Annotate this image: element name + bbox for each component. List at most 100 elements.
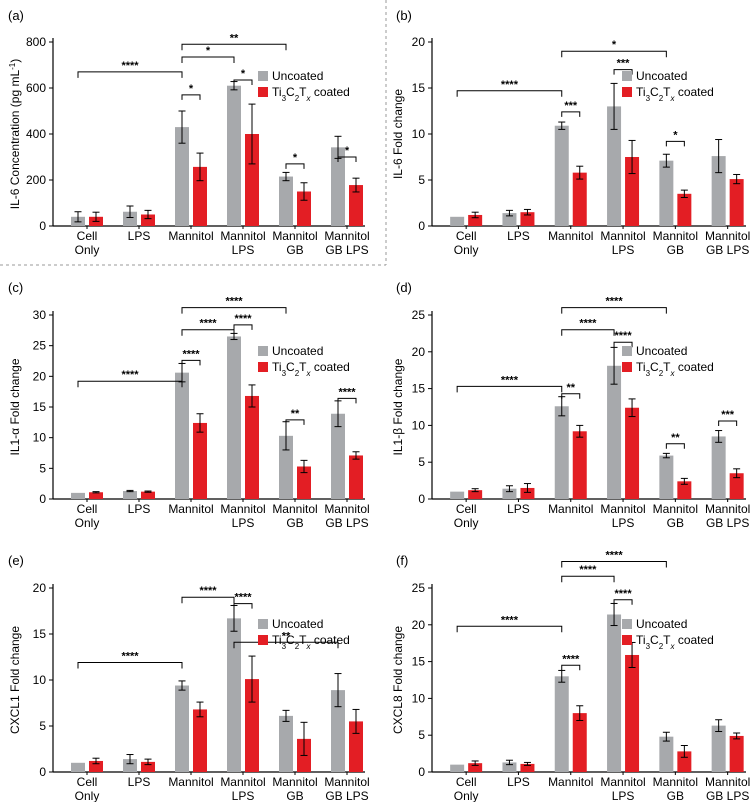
y-tick-label: 20 [412,618,426,632]
legend-label-uncoated: Uncoated [272,617,323,631]
legend-part: 3 [646,94,651,103]
bar-uncoated [123,211,137,226]
legend-part: C [286,360,295,374]
significance-label: *** [721,409,735,421]
bar-coated [193,166,207,226]
bar-coated [677,193,692,226]
significance-label: * [189,83,194,95]
legend-part: T [663,633,671,647]
legend-swatch-uncoated [258,71,268,81]
significance-bracket-pair [561,393,581,399]
legend: Uncoated Ti3C2Tx coated [622,617,714,651]
bar-coated [468,490,483,499]
category-label: Mannitol [168,229,213,243]
legend-part: 3 [282,642,287,651]
y-axis-label-main: IL1-α Fold change [8,358,22,455]
legend-label-uncoated: Uncoated [272,344,323,358]
significance-bracket [181,596,235,604]
significance-label: * [241,68,246,80]
significance-label: * [673,129,678,141]
bar-uncoated [227,85,241,226]
significance-bracket-pair [337,156,357,162]
legend-part: 3 [646,369,651,378]
significance-label: **** [605,296,623,308]
bar-uncoated [331,413,345,499]
legend-part: Ti [636,360,646,374]
category-label-line2: LPS [232,243,255,257]
bar-coated [89,760,103,772]
significance-label: **** [614,588,632,600]
bar-uncoated [450,216,465,226]
category-label: Cell [456,502,477,516]
legend-swatch-coated [622,87,632,97]
legend-label-uncoated: Uncoated [636,617,687,631]
bar-coated [520,763,535,772]
category-label-line2: Only [454,789,479,802]
legend-swatch-uncoated [622,71,632,81]
category-label: Mannitol [324,229,369,243]
legend-label-uncoated: Uncoated [636,69,687,83]
legend: Uncoated Ti3C2Tx coated [622,344,714,378]
y-axis-label: IL-6 Fold change [391,89,405,179]
y-axis-label-main: IL-6 Fold change [391,89,405,179]
category-label: Mannitol [653,502,698,516]
category-label: Mannitol [600,502,645,516]
significance-bracket-pair [561,664,581,671]
bar-coated [468,214,483,226]
significance-label: **** [338,386,356,398]
significance-bracket [456,90,563,97]
legend-part: C [650,85,659,99]
bar-coated [141,761,155,772]
y-tick-label: 10 [412,691,426,705]
significance-bracket [561,50,667,58]
category-label: LPS [507,502,530,516]
y-tick-label: 15 [412,382,426,396]
y-tick-label: 5 [39,719,46,733]
bar-coated [520,487,535,499]
significance-bracket [561,561,667,568]
bar-uncoated [227,618,241,772]
category-label: Mannitol [653,775,698,789]
y-tick-label: 30 [33,308,47,322]
category-label: Cell [456,229,477,243]
significance-label: * [293,152,298,164]
category-label-line2: GB LPS [325,243,368,257]
category-label-line2: LPS [232,516,255,530]
significance-label: **** [579,318,597,330]
category-label-line2: GB LPS [706,243,749,257]
significance-label: **** [199,585,217,597]
significance-label: *** [617,58,631,70]
legend: Uncoated Ti3C2Tx coated [622,69,714,103]
y-axis-label-main: IL-6 Concentration (pg mL [8,70,22,210]
y-tick-label: 10 [412,127,426,141]
significance-bracket [181,307,287,314]
significance-bracket [233,641,339,649]
bar-coated [193,709,207,772]
y-tick-label: 5 [418,173,425,187]
significance-label: **** [501,614,519,626]
significance-label: ** [566,382,575,394]
bar-coated [245,395,259,499]
legend-swatch-uncoated [622,619,632,629]
y-tick-label: 0 [39,765,46,779]
category-label: Mannitol [272,502,317,516]
bar-coated [677,481,692,499]
legend-swatch-uncoated [258,346,268,356]
significance-label: **** [121,369,139,381]
bar-uncoated [279,435,293,499]
legend-label-uncoated: Uncoated [272,69,323,83]
legend-part: coated [310,633,349,647]
bar-coated [349,185,363,226]
category-label-line2: GB LPS [325,516,368,530]
significance-bracket [77,71,183,78]
bar-uncoated [123,491,137,499]
bar-uncoated [227,336,241,499]
category-label-line2: LPS [232,789,255,802]
significance-bracket-pair [233,603,253,609]
significance-label: *** [564,100,578,112]
y-tick-label: 200 [26,173,46,187]
legend-swatch-coated [622,635,632,645]
significance-bracket-pair [233,324,253,330]
significance-bracket [77,380,183,388]
